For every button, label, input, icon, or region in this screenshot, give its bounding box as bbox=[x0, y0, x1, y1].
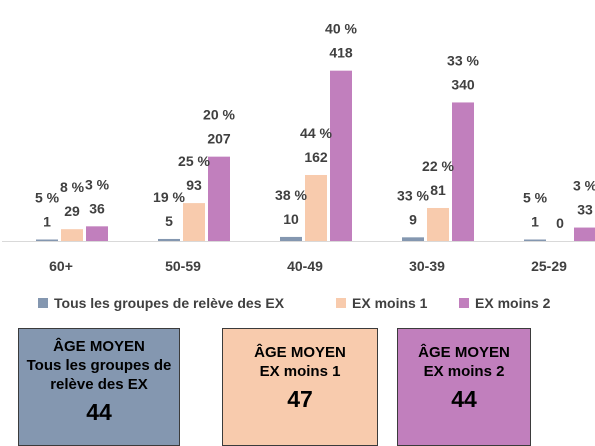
percent-label: 33 % bbox=[447, 52, 479, 68]
card-subtitle: Tous les groupes de relève des EX bbox=[26, 357, 172, 393]
x-tick-label: 40-49 bbox=[287, 258, 323, 274]
value-label: 93 bbox=[186, 177, 202, 193]
card-heading: ÂGE MOYEN bbox=[254, 344, 346, 361]
value-label: 1 bbox=[43, 214, 51, 230]
bar-30-39-series-1 bbox=[427, 207, 449, 241]
bar-40-49-series-2 bbox=[330, 70, 352, 241]
bar-25-29-series-0 bbox=[524, 239, 546, 241]
x-tick-label: 60+ bbox=[49, 258, 73, 274]
avg-age-card-ex-minus-1: ÂGE MOYEN EX moins 1 47 bbox=[222, 328, 378, 446]
percent-label: 19 % bbox=[153, 189, 185, 205]
avg-age-card-all-groups: ÂGE MOYEN Tous les groupes de relève des… bbox=[18, 328, 180, 446]
value-label: 5 bbox=[165, 213, 173, 229]
bar-60+-series-1 bbox=[61, 229, 83, 241]
legend-label: EX moins 2 bbox=[475, 295, 551, 311]
bar-30-39-series-2 bbox=[452, 102, 474, 241]
bar-50-59-series-2 bbox=[208, 156, 230, 241]
bar-30-39-series-0 bbox=[402, 237, 424, 241]
legend-label: EX moins 1 bbox=[352, 295, 428, 311]
percent-label: 20 % bbox=[203, 107, 235, 123]
value-label: 9 bbox=[409, 211, 417, 227]
value-label: 207 bbox=[207, 131, 231, 147]
card-value: 44 bbox=[451, 386, 477, 412]
value-label: 0 bbox=[556, 215, 564, 231]
percent-label: 8 % bbox=[60, 179, 85, 195]
legend-label: Tous les groupes de relève des EX bbox=[54, 295, 285, 311]
x-tick-label: 25-29 bbox=[531, 258, 567, 274]
value-label: 340 bbox=[451, 76, 475, 92]
legend: Tous les groupes de relève des EX EX moin… bbox=[38, 295, 551, 311]
card-value: 44 bbox=[86, 399, 112, 425]
card-value: 47 bbox=[287, 386, 313, 412]
value-label: 1 bbox=[531, 214, 539, 230]
value-label: 418 bbox=[329, 45, 353, 61]
percent-label: 22 % bbox=[422, 158, 454, 174]
card-heading: ÂGE MOYEN bbox=[418, 344, 510, 361]
legend-swatch bbox=[459, 298, 469, 308]
bar-60+-series-2 bbox=[86, 226, 108, 241]
bar-25-29-series-2 bbox=[574, 227, 595, 241]
percent-label: 40 % bbox=[325, 21, 357, 37]
legend-swatch bbox=[38, 298, 48, 308]
percent-label: 5 % bbox=[523, 190, 548, 206]
x-tick-label: 50-59 bbox=[165, 258, 201, 274]
average-age-cards: ÂGE MOYEN Tous les groupes de relève des… bbox=[0, 328, 595, 446]
percent-label: 3 % bbox=[85, 176, 110, 192]
value-label: 10 bbox=[283, 211, 299, 227]
bar-50-59-series-0 bbox=[158, 238, 180, 241]
value-label: 36 bbox=[89, 200, 105, 216]
value-label: 33 bbox=[577, 202, 593, 218]
percent-label: 38 % bbox=[275, 187, 307, 203]
bar-50-59-series-1 bbox=[183, 203, 205, 241]
value-label: 162 bbox=[304, 149, 328, 165]
value-label: 81 bbox=[430, 182, 446, 198]
value-label: 29 bbox=[64, 203, 80, 219]
x-tick-label: 30-39 bbox=[409, 258, 445, 274]
percent-label: 25 % bbox=[178, 153, 210, 169]
card-heading: ÂGE MOYEN bbox=[53, 338, 145, 355]
legend-swatch bbox=[336, 298, 346, 308]
x-tick-labels: 60+ 50-59 40-49 30-39 25-29 bbox=[49, 258, 567, 274]
card-subtitle: EX moins 1 bbox=[259, 363, 341, 380]
bar-60+-series-0 bbox=[36, 239, 58, 241]
percent-label: 3 % bbox=[573, 178, 595, 194]
bar-40-49-series-1 bbox=[305, 174, 327, 241]
percent-label: 5 % bbox=[35, 190, 60, 206]
percent-label: 33 % bbox=[397, 187, 429, 203]
bars-group bbox=[36, 70, 595, 241]
avg-age-card-ex-minus-2: ÂGE MOYEN EX moins 2 44 bbox=[397, 328, 531, 446]
bar-40-49-series-0 bbox=[280, 236, 302, 241]
card-subtitle: EX moins 2 bbox=[423, 363, 505, 380]
percent-label: 44 % bbox=[300, 125, 332, 141]
